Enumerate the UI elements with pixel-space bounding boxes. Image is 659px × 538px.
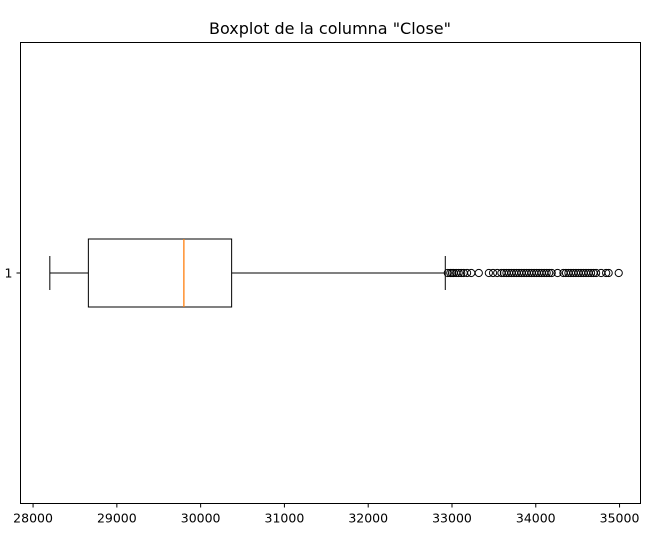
y-axis-ticks: 1 xyxy=(5,266,21,281)
chart-title: Boxplot de la columna "Close" xyxy=(209,19,451,38)
outlier-point xyxy=(457,268,466,278)
outlier-points xyxy=(443,268,623,278)
outlier-point xyxy=(614,268,623,278)
outlier-point xyxy=(474,268,483,278)
x-tick-label: 31000 xyxy=(265,511,305,526)
x-axis-ticks: 28000 29000 30000 31000 32000 33000 34000 35000 xyxy=(13,503,640,526)
outlier-point xyxy=(553,268,562,278)
x-tick-label: 33000 xyxy=(432,511,472,526)
y-tick-label: 1 xyxy=(5,266,13,281)
outlier-point xyxy=(542,268,551,278)
outlier-point xyxy=(447,268,457,278)
outlier-point xyxy=(604,268,613,278)
outlier-point xyxy=(591,268,601,278)
outlier-point xyxy=(443,268,452,278)
outlier-point xyxy=(454,268,463,278)
outlier-point xyxy=(488,268,498,278)
outlier-point xyxy=(586,268,596,278)
outlier-point xyxy=(602,268,611,278)
outlier-point xyxy=(547,268,556,278)
x-tick-label: 34000 xyxy=(516,511,556,526)
x-tick-label: 29000 xyxy=(97,511,137,526)
x-tick-label: 28000 xyxy=(13,511,53,526)
x-tick-label: 35000 xyxy=(600,511,640,526)
interquartile-box xyxy=(87,238,233,308)
box-series xyxy=(49,238,446,308)
x-tick-label: 32000 xyxy=(348,511,388,526)
outlier-point xyxy=(493,268,502,278)
outlier-point xyxy=(467,268,476,278)
x-tick-label: 30000 xyxy=(181,511,221,526)
outlier-point xyxy=(484,268,493,278)
outlier-point xyxy=(545,268,554,278)
outlier-point xyxy=(462,268,472,278)
